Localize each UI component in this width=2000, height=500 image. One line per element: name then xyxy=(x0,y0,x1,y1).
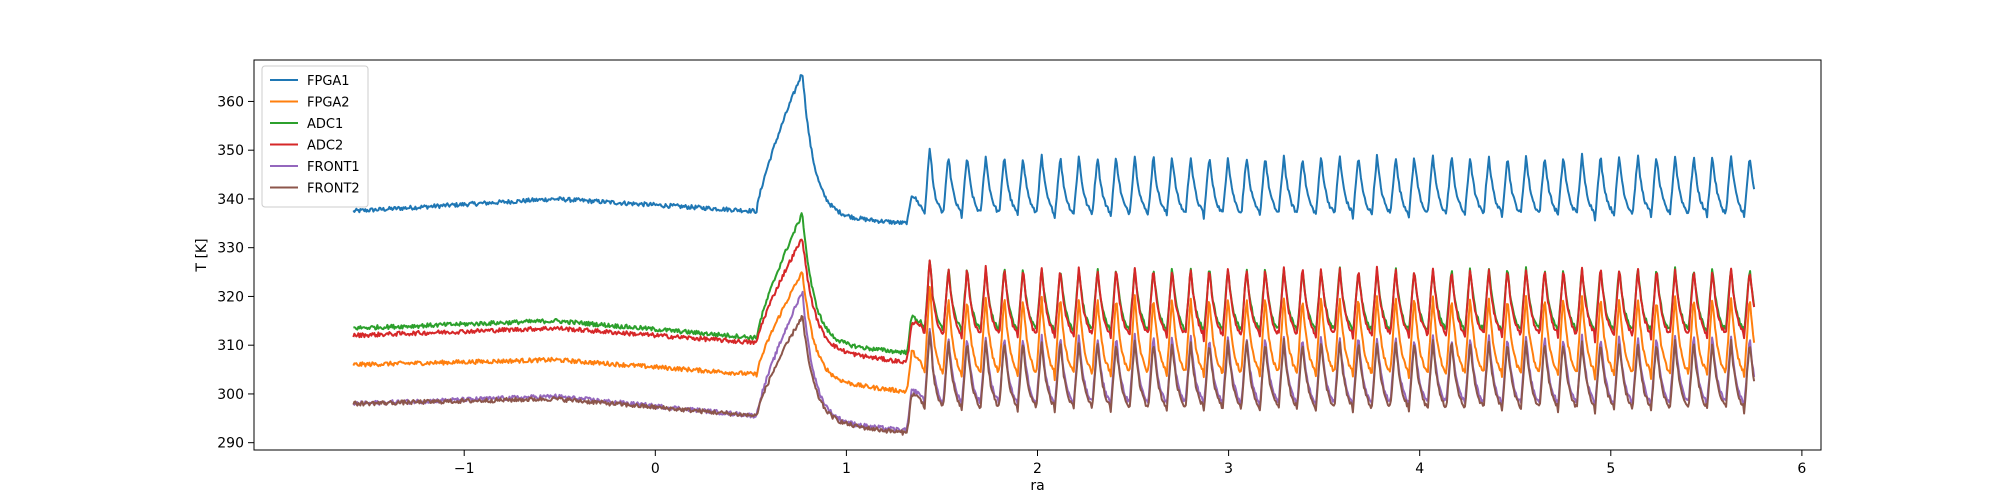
x-tick-label: 6 xyxy=(1797,461,1806,477)
x-tick-label: 0 xyxy=(651,461,660,477)
legend-label-adc2: ADC2 xyxy=(307,139,343,154)
x-tick-label: 2 xyxy=(1033,461,1042,477)
legend-label-fpga2: FPGA2 xyxy=(307,96,350,111)
series-line-fpga1 xyxy=(352,74,1756,226)
y-tick-label: 360 xyxy=(217,94,244,110)
y-axis-label: T [K] xyxy=(194,238,210,272)
legend-label-front1: FRONT1 xyxy=(307,160,360,175)
plot-lines xyxy=(352,74,1756,436)
x-tick-label: 3 xyxy=(1224,461,1233,477)
x-tick-label: 5 xyxy=(1606,461,1615,477)
x-tick-label: 4 xyxy=(1415,461,1424,477)
y-tick-label: 320 xyxy=(217,289,244,305)
x-axis-label: ra xyxy=(1030,478,1044,494)
series-line-fpga2 xyxy=(352,271,1756,394)
legend: FPGA1 FPGA2 ADC1 ADC2 FRONT1 FRONT2 xyxy=(261,65,369,208)
y-tick-label: 310 xyxy=(217,338,244,354)
x-tick-label: −1 xyxy=(454,461,475,477)
legend-label-adc1: ADC1 xyxy=(307,117,343,132)
legend-label-front2: FRONT2 xyxy=(307,182,360,197)
y-tick-label: 290 xyxy=(217,436,244,452)
legend-label-fpga1: FPGA1 xyxy=(307,74,350,89)
x-tick-label: 1 xyxy=(842,461,851,477)
y-tick-label: 330 xyxy=(217,241,244,257)
y-tick-label: 340 xyxy=(217,192,244,208)
series-line-adc2 xyxy=(352,238,1756,365)
y-tick-label: 300 xyxy=(217,387,244,403)
series-line-front2 xyxy=(352,314,1756,436)
y-tick-label: 350 xyxy=(217,143,244,159)
